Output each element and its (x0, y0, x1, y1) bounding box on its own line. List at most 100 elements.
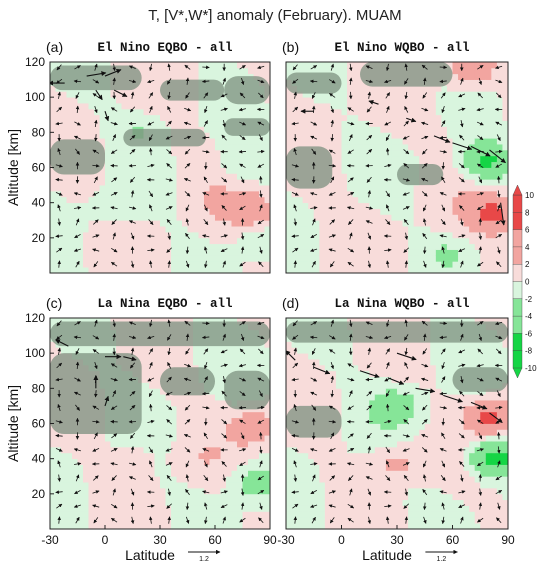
anomaly-cell (458, 173, 464, 180)
anomaly-cell (237, 470, 243, 477)
anomaly-cell (198, 394, 205, 401)
wind-vector (220, 107, 228, 112)
wind-vector (128, 220, 136, 224)
anomaly-cell (94, 196, 100, 204)
x-tick-label: 90 (263, 533, 277, 547)
anomaly-cell (165, 179, 172, 186)
anomaly-cell (397, 85, 403, 92)
anomaly-cell (121, 452, 128, 460)
anomaly-cell (204, 149, 210, 157)
anomaly-cell (176, 353, 183, 360)
anomaly-cell (171, 318, 177, 325)
anomaly-cell (297, 231, 304, 239)
anomaly-cell (491, 103, 498, 110)
anomaly-cell (324, 202, 331, 209)
anomaly-cell (116, 91, 122, 98)
anomaly-cell (237, 255, 243, 262)
anomaly-cell (215, 347, 221, 354)
anomaly-cell (88, 476, 95, 483)
anomaly-cell (220, 132, 227, 139)
anomaly-cell (419, 255, 426, 262)
anomaly-cell (248, 231, 254, 239)
anomaly-cell (458, 196, 464, 204)
anomaly-cell (209, 155, 216, 163)
anomaly-cell (237, 103, 243, 110)
anomaly-cell (363, 185, 370, 192)
anomaly-cell (198, 179, 205, 186)
anomaly-cell (397, 190, 403, 198)
anomaly-cell (286, 353, 292, 360)
anomaly-cell (127, 214, 133, 221)
anomaly-cell (72, 114, 78, 122)
anomaly-cell (83, 185, 89, 192)
anomaly-cell (474, 249, 481, 256)
anomaly-cell (132, 441, 139, 448)
anomaly-cell (253, 103, 260, 110)
wind-vector (56, 106, 62, 113)
anomaly-cell (463, 243, 470, 250)
anomaly-cell (226, 173, 232, 180)
anomaly-cell (55, 132, 62, 139)
anomaly-cell (242, 237, 249, 245)
anomaly-cell (187, 470, 194, 477)
anomaly-cell (424, 120, 431, 127)
anomaly-cell (204, 464, 210, 471)
wind-vector (184, 447, 191, 453)
anomaly-cell (458, 179, 464, 186)
anomaly-cell (259, 108, 265, 116)
anomaly-cell (435, 126, 442, 133)
anomaly-cell (204, 261, 210, 268)
anomaly-cell (121, 499, 128, 506)
panel-c-field (50, 318, 270, 529)
anomaly-cell (165, 452, 172, 460)
anomaly-cell (369, 173, 376, 180)
significance-region (286, 72, 342, 94)
anomaly-cell (452, 196, 459, 204)
anomaly-cell (264, 255, 270, 262)
anomaly-cell (94, 482, 100, 489)
anomaly-cell (248, 243, 254, 250)
anomaly-cell (149, 429, 155, 436)
anomaly-cell (165, 493, 172, 501)
anomaly-cell (116, 202, 122, 209)
wind-vector (110, 247, 118, 253)
anomaly-cell (408, 208, 415, 215)
anomaly-cell (313, 243, 320, 250)
anomaly-cell (308, 108, 315, 116)
anomaly-cell (182, 505, 188, 512)
anomaly-cell (435, 220, 442, 227)
anomaly-cell (226, 196, 232, 204)
anomaly-cell (408, 243, 415, 250)
anomaly-cell (94, 237, 100, 245)
anomaly-cell (160, 394, 166, 401)
wind-vector (367, 91, 372, 99)
anomaly-cell (149, 353, 155, 360)
anomaly-cell (491, 237, 498, 245)
anomaly-cell (105, 138, 111, 145)
anomaly-cell (502, 261, 508, 268)
anomaly-cell (121, 161, 128, 168)
anomaly-cell (215, 97, 221, 104)
anomaly-cell (215, 226, 221, 233)
anomaly-cell (226, 493, 232, 501)
anomaly-cell (248, 318, 254, 325)
anomaly-cell (341, 231, 348, 239)
anomaly-cell (248, 108, 254, 116)
anomaly-cell (341, 226, 348, 233)
anomaly-cell (259, 114, 265, 122)
anomaly-cell (226, 220, 232, 227)
anomaly-cell (458, 108, 464, 116)
anomaly-cell (374, 202, 381, 209)
anomaly-cell (469, 79, 476, 86)
anomaly-cell (132, 261, 139, 268)
wind-vector (185, 204, 190, 212)
anomaly-cell (105, 261, 111, 268)
anomaly-cell (165, 173, 172, 180)
anomaly-cell (474, 126, 481, 133)
anomaly-cell (446, 190, 453, 198)
anomaly-cell (220, 267, 227, 273)
anomaly-cell (149, 120, 155, 127)
anomaly-cell (143, 499, 150, 506)
anomaly-cell (458, 97, 464, 104)
anomaly-cell (469, 108, 476, 116)
